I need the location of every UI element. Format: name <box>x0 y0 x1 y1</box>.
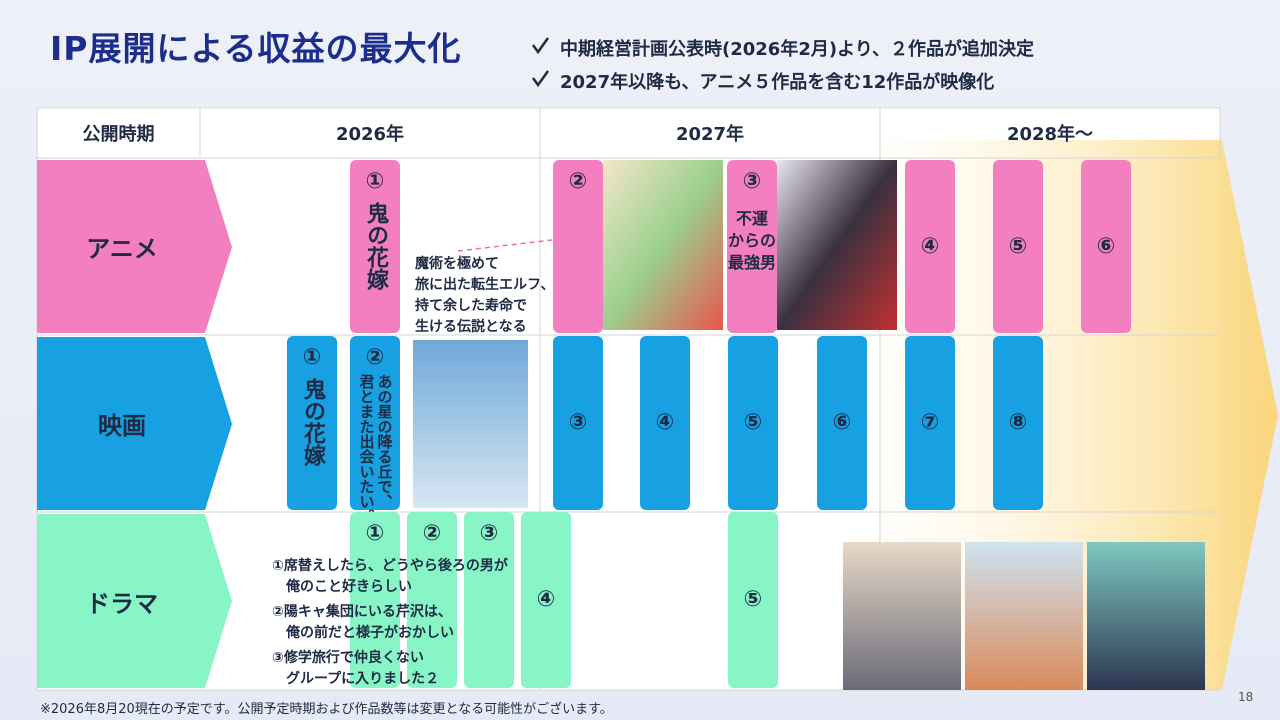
timeline-bar: ⑤ <box>728 336 778 510</box>
item-number: ⑤ <box>743 410 763 435</box>
title-line: 嫁 <box>300 444 325 466</box>
item-title: 鬼の花嫁 <box>297 378 327 466</box>
item-number: ④ <box>536 587 556 612</box>
item-number: ② <box>422 521 442 546</box>
slide-title: IP展開による収益の最大化 <box>50 29 462 68</box>
row-label: アニメ <box>86 235 158 263</box>
timeline-bar: ① 鬼の花嫁 <box>350 160 400 333</box>
title-line: 不運 <box>735 209 768 228</box>
timeline-bar: ③ <box>464 512 514 688</box>
drama-title-line: ③修学旅行で仲良くない <box>272 650 424 666</box>
annotation-line: 魔術を極めて <box>415 256 499 272</box>
item-number: ⑥ <box>832 410 852 435</box>
timeline-bar: ④ <box>640 336 690 510</box>
timeline-bar: ③ 不運からの最強男 <box>727 160 777 333</box>
item-number: ③ <box>568 410 588 435</box>
drama-title-line: グループに入りました２ <box>286 671 440 687</box>
drama-title-line: 俺の前だと様子がおかしい <box>286 625 454 641</box>
cover-image <box>413 340 528 508</box>
item-number: ② <box>568 169 588 194</box>
item-number: ⑧ <box>1008 410 1028 435</box>
drama-title: ③修学旅行で仲良くないグループに入りました２ <box>272 648 508 690</box>
timeline-bar: ④ <box>905 160 955 333</box>
cover-image <box>843 542 961 690</box>
column-header: 2028年～ <box>1006 124 1094 145</box>
key-point: 中期経営計画公表時(2026年2月)より、２作品が追加決定 <box>560 39 1034 60</box>
row-label: ドラマ <box>86 589 158 618</box>
drama-title: ①席替えしたら、どうやら後ろの男が俺のこと好きらしい <box>272 556 508 598</box>
row-chevron <box>37 337 232 510</box>
timeline-bar: ① <box>350 512 400 688</box>
timeline-bar: ⑥ <box>817 336 867 510</box>
drama-title-line: ①席替えしたら、どうやら後ろの男が <box>272 558 508 574</box>
cover-image <box>603 160 723 330</box>
item-number: ① <box>365 169 385 194</box>
title-line: 最強男 <box>727 253 776 272</box>
item-title: 鬼の花嫁 <box>360 202 390 290</box>
timeline-bar: ⑤ <box>993 160 1043 333</box>
timeline-bar: ⑤ <box>728 512 778 688</box>
check-icon <box>531 70 550 88</box>
title-line: あの星の降る丘で、 <box>375 374 394 509</box>
title-line: の <box>300 400 325 422</box>
item-number: ① <box>302 345 322 370</box>
row-chevron <box>37 514 232 688</box>
item-number: ⑥ <box>1096 233 1116 259</box>
title-line: 花 <box>300 422 325 444</box>
title-line: 君とまた出会いたい。 <box>357 374 376 524</box>
cover-image <box>1087 542 1205 690</box>
drama-title-line: ②陽キャ集団にいる芹沢は、 <box>272 604 452 620</box>
footnote: ※2026年8月20現在の予定です。公開予定時期および作品数等は変更となる可能性… <box>40 702 613 717</box>
item-number: ① <box>365 521 385 546</box>
annotation-line: 持て余した寿命で <box>415 298 527 314</box>
title-line: の <box>363 224 388 246</box>
timeline-bar: ③ <box>553 336 603 510</box>
title-line: からの <box>727 231 776 250</box>
row-chevron <box>37 160 232 333</box>
title-line: 鬼 <box>300 378 325 400</box>
key-point: 2027年以降も、アニメ５作品を含む12作品が映像化 <box>560 72 995 93</box>
drama-title-list: ①席替えしたら、どうやら後ろの男が 俺のこと好きらしい ②陽キャ集団にいる芹沢は、俺… <box>272 556 508 694</box>
item-number: ⑦ <box>920 410 940 435</box>
item-number: ⑤ <box>1008 233 1028 259</box>
timeline-bar: ① 鬼の花嫁 <box>287 336 337 510</box>
timeline-bar: ② <box>407 512 457 688</box>
drama-title-line: 俺のこと好きらしい <box>286 579 412 595</box>
item-number: ③ <box>742 169 762 194</box>
timeline-bar: ④ <box>521 512 571 688</box>
item-title: あの星の降る丘で、 君とまた出会いたい。 <box>357 374 394 524</box>
timeline-bar: ⑧ <box>993 336 1043 510</box>
item-number: ③ <box>479 521 499 546</box>
item-number: ⑤ <box>743 587 763 612</box>
drama-title: ②陽キャ集団にいる芹沢は、俺の前だと様子がおかしい <box>272 602 508 644</box>
cover-image <box>777 160 897 330</box>
column-header: 2027年 <box>675 124 745 145</box>
title-line: 鬼 <box>363 202 388 224</box>
annotation-line: 生ける伝説となる <box>415 319 527 335</box>
cover-image <box>965 542 1083 690</box>
anime-annotation: 魔術を極めて旅に出た転生エルフ、 持て余した寿命で 生ける伝説となる <box>415 254 554 338</box>
column-header: 2026年 <box>335 124 405 145</box>
item-number: ② <box>365 345 385 370</box>
check-icon <box>531 37 550 55</box>
timeline-bar: ② あの星の降る丘で、 君とまた出会いたい。 <box>350 336 400 524</box>
title-line: 花 <box>363 246 388 268</box>
column-header: 公開時期 <box>82 124 155 145</box>
timeline-bar: ⑥ <box>1081 160 1131 333</box>
page-number: 18 <box>1238 690 1254 704</box>
item-number: ④ <box>655 410 675 435</box>
item-title: 不運 からの 最強男 <box>728 208 776 274</box>
title-line: 嫁 <box>363 268 388 290</box>
annotation-line: 旅に出た転生エルフ、 <box>415 277 555 293</box>
timeline-bar: ② <box>553 160 603 333</box>
row-label: 映画 <box>98 412 146 440</box>
annotation-leader <box>457 239 553 252</box>
item-number: ④ <box>920 233 940 259</box>
timeline-bar: ⑦ <box>905 336 955 510</box>
